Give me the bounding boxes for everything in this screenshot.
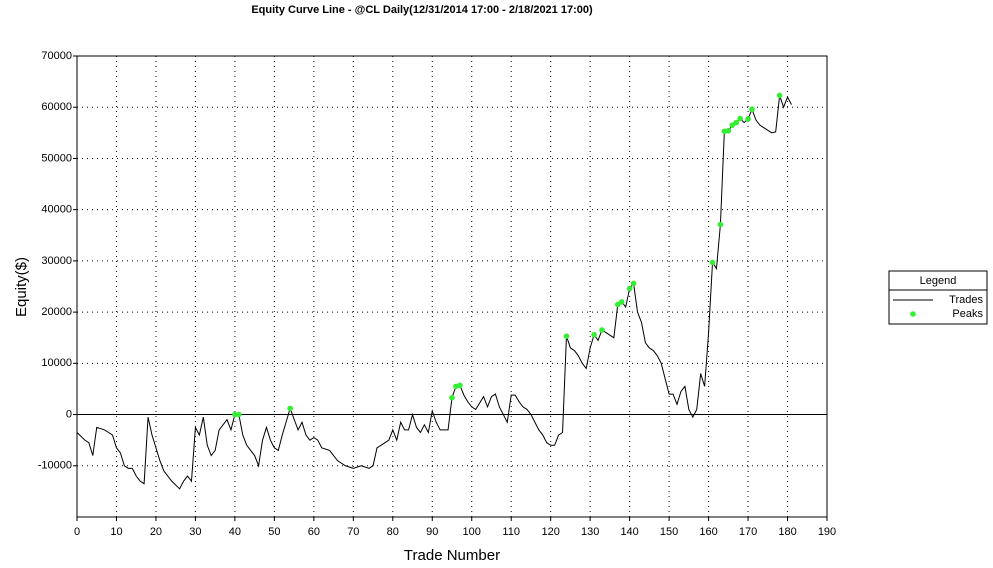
peak-dot [449, 394, 455, 401]
legend-title: Legend [920, 275, 957, 287]
x-tick-label: 70 [347, 526, 359, 538]
peak-dot [709, 259, 716, 266]
x-tick-label: 10 [110, 526, 122, 538]
x-axis-label: Trade Number [404, 547, 500, 564]
peak-dot [630, 280, 637, 287]
peak-dot [599, 327, 605, 333]
x-tick-label: 120 [542, 526, 560, 538]
y-tick-label: 0 [66, 408, 72, 420]
peak-dot [626, 285, 633, 292]
y-tick-label: 30000 [41, 255, 72, 267]
x-tick-label: 160 [699, 526, 717, 538]
legend-swatch [910, 311, 916, 317]
legend-label: Peaks [952, 308, 983, 320]
x-tick-label: 170 [739, 526, 757, 538]
y-tick-label: 10000 [41, 357, 72, 369]
peak-dot [776, 92, 783, 99]
x-tick-label: 50 [268, 526, 280, 538]
peak-dot [725, 127, 732, 134]
x-tick-label: 20 [150, 526, 162, 538]
y-axis-label: Equity($) [13, 257, 30, 317]
x-tick-label: 180 [778, 526, 796, 538]
x-tick-label: 110 [502, 526, 520, 538]
y-tick-label: 20000 [41, 306, 72, 318]
peak-dot [745, 116, 751, 122]
y-tick-label: 70000 [41, 50, 72, 62]
peak-dot [737, 115, 743, 122]
peak-dot [618, 299, 625, 305]
x-tick-label: 100 [463, 526, 481, 538]
peak-dot [733, 119, 740, 126]
y-tick-label: -10000 [38, 460, 72, 472]
x-tick-label: 30 [189, 526, 201, 538]
peak-dot [717, 221, 724, 228]
x-tick-label: 150 [660, 526, 678, 538]
x-tick-label: 140 [620, 526, 638, 538]
x-tick-label: 130 [581, 526, 599, 538]
peak-dot [591, 331, 597, 338]
plot-area [76, 55, 828, 518]
legend-label: Trades [949, 294, 983, 306]
legend-box [888, 270, 988, 325]
peak-dot [457, 382, 463, 389]
x-tick-label: 40 [229, 526, 241, 538]
x-tick-label: 190 [818, 526, 836, 538]
y-tick-label: 50000 [41, 152, 72, 164]
peak-dot [287, 405, 293, 412]
peak-dot [749, 106, 755, 113]
y-tick-label: 60000 [41, 101, 72, 113]
x-tick-label: 0 [74, 526, 80, 538]
x-tick-label: 60 [308, 526, 320, 538]
y-tick-label: 40000 [41, 204, 72, 216]
x-tick-label: 80 [387, 526, 399, 538]
peak-dot [563, 333, 570, 339]
peak-dot [232, 411, 238, 418]
peak-dot [236, 411, 242, 418]
chart-title: Equity Curve Line - @CL Daily(12/31/2014… [251, 4, 593, 16]
x-tick-label: 90 [426, 526, 438, 538]
